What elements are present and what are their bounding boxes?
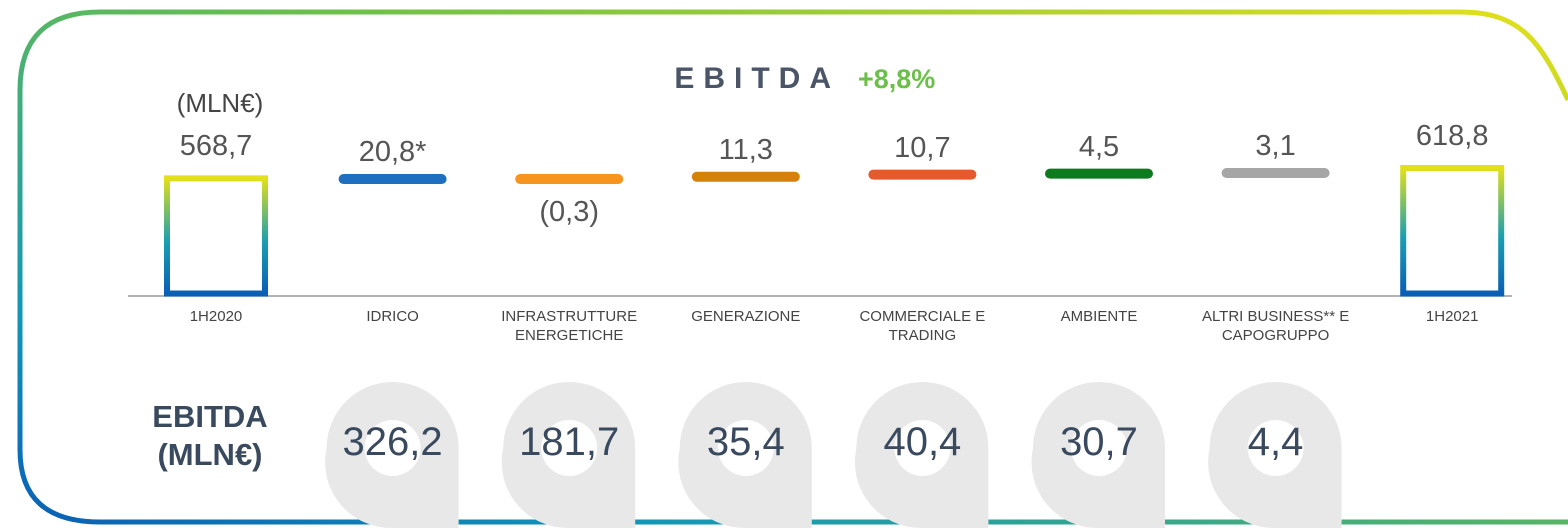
logo-hole: [541, 420, 598, 476]
x-tick-label: GENERAZIONE: [691, 308, 801, 325]
delta-bar: [1045, 168, 1153, 179]
chart-title: EBITDA: [674, 62, 840, 95]
value-label: (0,3): [539, 196, 599, 229]
bottom-value: 326,2: [342, 420, 443, 464]
value-label: 568,7: [179, 130, 253, 163]
bottom-value: 35,4: [706, 420, 785, 464]
value-label: 10,7: [894, 131, 951, 164]
change-label: +8,8%: [858, 64, 936, 94]
bottom-value: 4,4: [1247, 420, 1304, 464]
x-tick-label: IDRICO: [366, 308, 419, 325]
logo-hole: [717, 420, 774, 476]
x-tick-label: 1H2021: [1425, 308, 1479, 325]
bottom-value: 181,7: [519, 420, 620, 464]
total-bar: [164, 175, 268, 297]
x-tick-label: INFRASTRUTTURE ENERGETICHE: [501, 308, 638, 344]
logo-hole: [364, 420, 421, 476]
logos: [325, 382, 1342, 529]
delta-bar: [868, 169, 977, 180]
logo-hole: [1247, 420, 1304, 476]
value-label: 3,1: [1255, 130, 1296, 162]
bottom-value: 30,7: [1060, 420, 1138, 464]
bottom-value: 40,4: [883, 420, 962, 464]
frame: [17, 9, 1568, 525]
value-label: 4,5: [1078, 130, 1120, 163]
delta-bar: [691, 171, 800, 182]
total-bar: [1400, 165, 1505, 297]
x-tick-label: 1H2020: [189, 308, 243, 325]
bottom-label: EBITDA (MLN€): [152, 399, 268, 472]
delta-bar: [515, 174, 624, 185]
value-label: 20,8*: [358, 136, 427, 169]
delta-bar: [338, 174, 447, 185]
value-label: 11,3: [718, 133, 773, 166]
logo-hole: [1071, 420, 1127, 476]
x-tick-label: COMMERCIALE E TRADING: [859, 308, 986, 344]
x-tick-label: ALTRI BUSINESS** E CAPOGRUPPO: [1201, 308, 1350, 344]
unit-label: (MLN€): [176, 88, 264, 118]
value-label: 618,8: [1415, 120, 1489, 152]
logo-hole: [894, 420, 951, 476]
delta-bar: [1221, 168, 1330, 178]
x-tick-label: AMBIENTE: [1060, 308, 1138, 325]
